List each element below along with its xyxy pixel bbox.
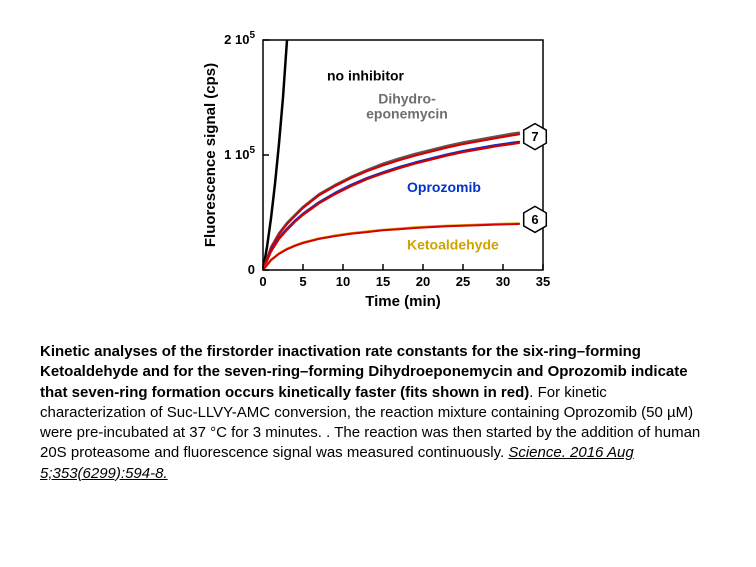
- label-dihydroeponemycin: eponemycin: [366, 105, 448, 121]
- label-dihydroeponemycin: Dihydro-: [378, 90, 436, 106]
- x-tick-label: 35: [536, 274, 550, 289]
- y-tick-label: 2 105: [224, 30, 255, 47]
- label-no-inhibitor: no inhibitor: [327, 67, 405, 83]
- kinetics-chart: 0 5 10 15 20 25 30 35 Time (min) 0 1 105 2 105 Fluor…: [193, 20, 563, 320]
- hex-number-6: 6: [531, 212, 538, 227]
- y-axis-title: Fluorescence signal (cps): [202, 63, 219, 247]
- x-tick-label: 30: [496, 274, 510, 289]
- chart-container: 0 5 10 15 20 25 30 35 Time (min) 0 1 105 2 105 Fluor…: [40, 20, 716, 320]
- page: 0 5 10 15 20 25 30 35 Time (min) 0 1 105 2 105 Fluor…: [0, 0, 756, 567]
- label-oprozomib: Oprozomib: [407, 179, 481, 195]
- x-tick-label: 5: [299, 274, 306, 289]
- label-ketoaldehyde: Ketoaldehyde: [407, 236, 499, 252]
- x-tick-label: 15: [376, 274, 390, 289]
- y-tick-label: 0: [248, 262, 255, 277]
- x-tick-label: 25: [456, 274, 470, 289]
- figure-caption: Kinetic analyses of the firstorder inact…: [40, 342, 716, 484]
- x-axis-title: Time (min): [365, 293, 441, 310]
- x-tick-label: 0: [259, 274, 266, 289]
- y-tick-label: 1 105: [224, 145, 255, 162]
- x-tick-label: 20: [416, 274, 430, 289]
- x-tick-label: 10: [336, 274, 350, 289]
- hex-number-7: 7: [531, 129, 538, 144]
